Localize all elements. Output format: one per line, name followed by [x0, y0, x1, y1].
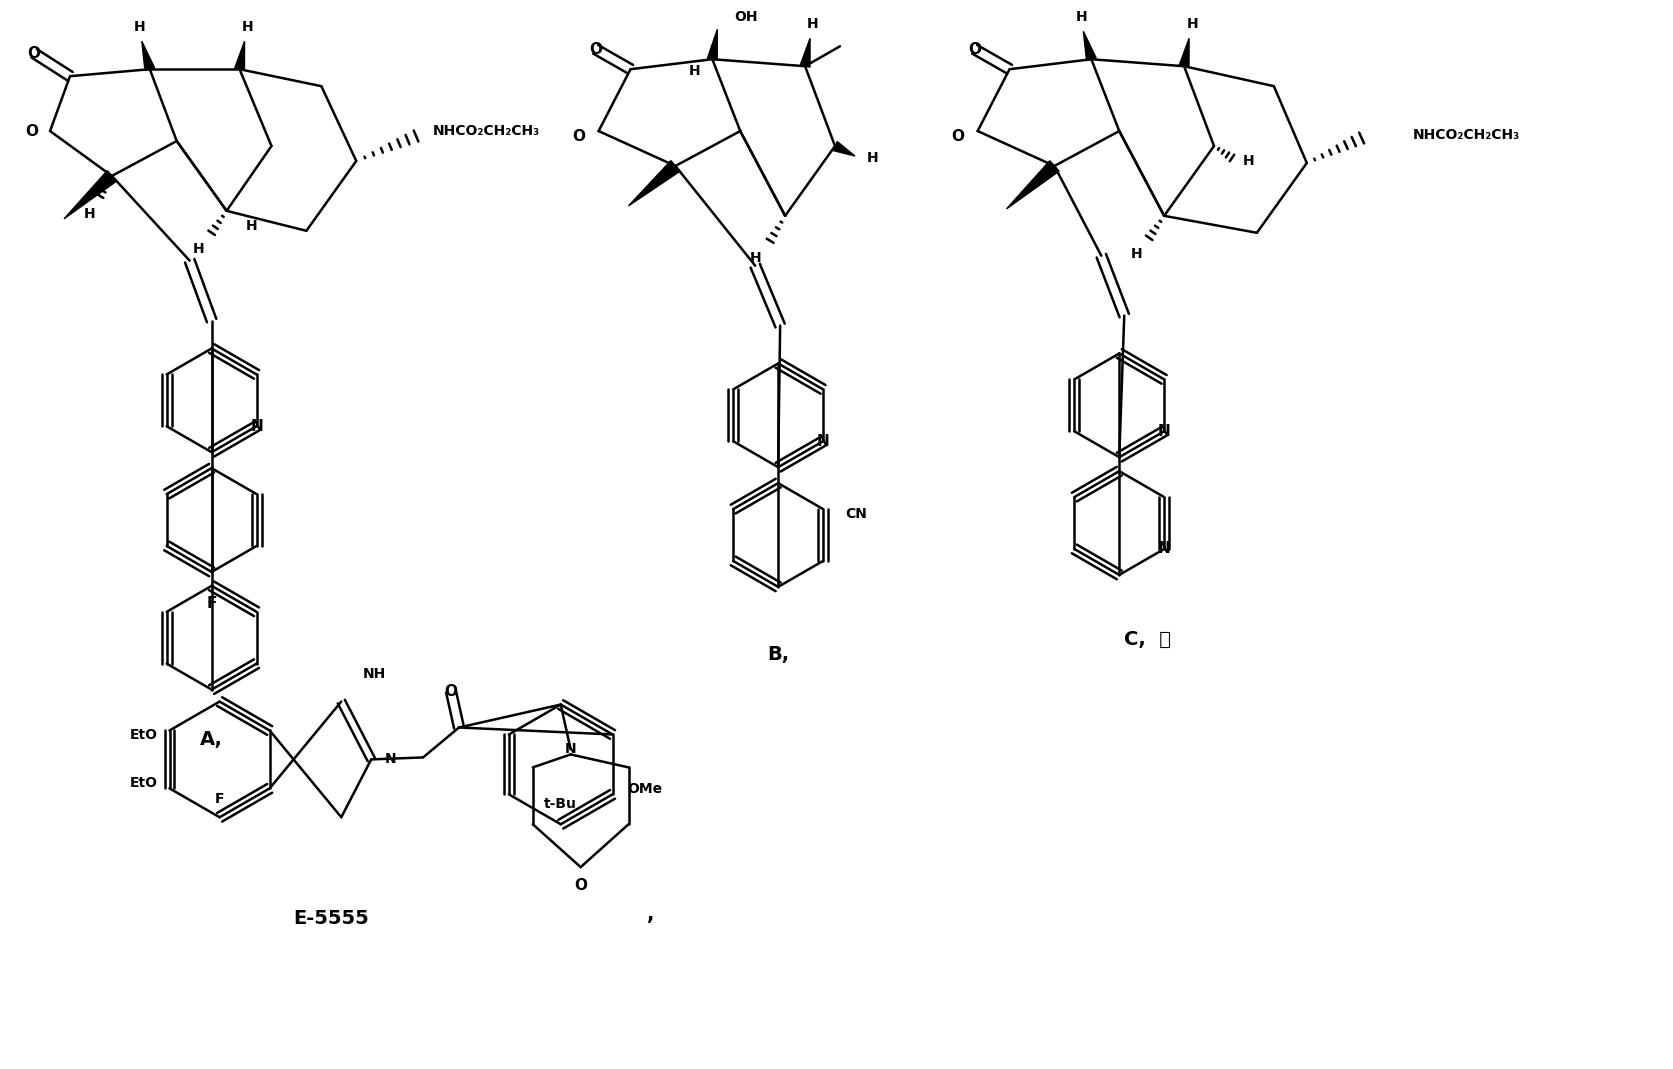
Text: O: O	[574, 878, 587, 893]
Text: OH: OH	[734, 11, 758, 25]
Text: CN: CN	[845, 507, 867, 521]
Polygon shape	[1179, 38, 1190, 67]
Text: EtO: EtO	[129, 776, 157, 790]
Polygon shape	[142, 42, 154, 71]
Text: F: F	[206, 597, 217, 611]
Text: O: O	[25, 124, 38, 139]
Text: N: N	[385, 753, 397, 766]
Polygon shape	[833, 141, 855, 156]
Text: H: H	[867, 151, 878, 165]
Text: F: F	[214, 792, 224, 806]
Polygon shape	[1007, 160, 1059, 208]
Text: A,: A,	[201, 730, 223, 749]
Polygon shape	[800, 38, 810, 67]
Text: E-5555: E-5555	[293, 910, 370, 929]
Text: O: O	[952, 128, 964, 143]
Polygon shape	[234, 42, 244, 71]
Text: H: H	[1131, 247, 1143, 261]
Text: B,: B,	[768, 646, 790, 664]
Text: C,  和: C, 和	[1124, 631, 1171, 649]
Polygon shape	[64, 171, 117, 219]
Text: H: H	[689, 64, 701, 78]
Text: N: N	[1158, 423, 1171, 438]
Text: t-Bu: t-Bu	[544, 797, 577, 811]
Text: H: H	[808, 17, 818, 31]
Text: N: N	[1158, 542, 1171, 557]
Text: H: H	[1186, 17, 1198, 31]
Text: NHCO₂CH₂CH₃: NHCO₂CH₂CH₃	[432, 124, 539, 138]
Text: N: N	[816, 434, 830, 449]
Text: O: O	[445, 684, 457, 699]
Text: H: H	[1076, 11, 1087, 25]
Text: O: O	[969, 42, 980, 57]
Text: OMe: OMe	[627, 783, 663, 796]
Text: NHCO₂CH₂CH₃: NHCO₂CH₂CH₃	[1412, 128, 1521, 142]
Text: O: O	[27, 46, 40, 61]
Text: H: H	[750, 251, 761, 265]
Text: N: N	[251, 419, 263, 434]
Polygon shape	[1084, 31, 1096, 61]
Text: H: H	[1243, 154, 1255, 168]
Text: H: H	[192, 242, 204, 255]
Text: O: O	[572, 128, 586, 143]
Polygon shape	[629, 160, 679, 206]
Text: O: O	[589, 42, 602, 57]
Text: H: H	[84, 206, 95, 221]
Text: ,: ,	[647, 904, 654, 924]
Text: H: H	[241, 20, 253, 34]
Text: H: H	[134, 20, 146, 34]
Polygon shape	[708, 29, 718, 60]
Text: H: H	[246, 219, 258, 233]
Text: NH: NH	[363, 667, 386, 681]
Text: N: N	[565, 743, 577, 757]
Text: EtO: EtO	[129, 728, 157, 743]
